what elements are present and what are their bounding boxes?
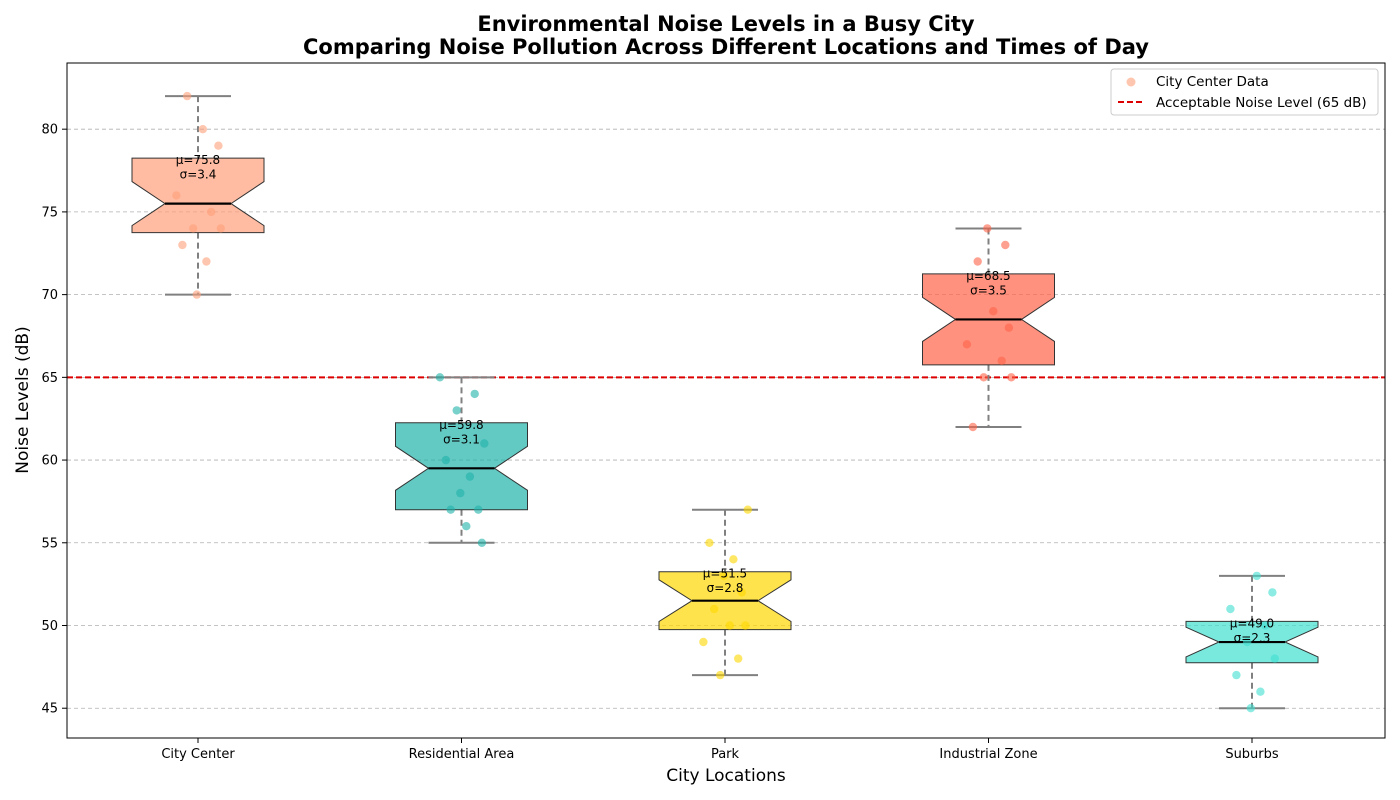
data-point bbox=[1252, 571, 1262, 581]
x-tick-label: City Center bbox=[161, 747, 235, 762]
data-point bbox=[189, 224, 198, 233]
data-point bbox=[1001, 240, 1010, 250]
x-tick-label: Park bbox=[711, 747, 740, 762]
legend-marker-scatter bbox=[1126, 77, 1136, 87]
y-tick-label: 65 bbox=[41, 371, 58, 386]
x-tick-label: Industrial Zone bbox=[939, 747, 1037, 762]
std-label: σ=2.8 bbox=[707, 581, 744, 595]
data-point bbox=[1226, 604, 1235, 614]
data-point bbox=[989, 307, 998, 316]
box bbox=[131, 157, 265, 234]
mean-label: μ=75.8 bbox=[176, 153, 220, 167]
x-axis-label: City Locations bbox=[666, 766, 786, 786]
data-point bbox=[456, 488, 465, 498]
data-point bbox=[729, 555, 738, 564]
data-point bbox=[202, 257, 211, 266]
data-point bbox=[1243, 637, 1252, 647]
box bbox=[395, 422, 528, 511]
data-point bbox=[705, 538, 714, 547]
legend: City Center Data Acceptable Noise Level … bbox=[1110, 68, 1379, 116]
y-tick-label: 60 bbox=[41, 454, 58, 469]
data-point bbox=[435, 373, 445, 382]
data-point bbox=[734, 654, 743, 663]
data-point bbox=[699, 637, 708, 647]
data-point bbox=[1270, 654, 1280, 663]
mean-label: μ=68.5 bbox=[966, 269, 1010, 283]
data-point bbox=[462, 522, 471, 531]
data-point bbox=[716, 670, 725, 680]
std-label: σ=3.4 bbox=[180, 168, 217, 182]
data-point bbox=[737, 588, 746, 597]
data-point bbox=[997, 356, 1006, 365]
boxes bbox=[131, 95, 1319, 710]
data-point bbox=[719, 571, 728, 581]
mean-label: μ=49.0 bbox=[1230, 616, 1274, 630]
data-point bbox=[192, 290, 201, 299]
data-point bbox=[743, 505, 752, 514]
data-point bbox=[198, 125, 207, 134]
data-point bbox=[477, 538, 487, 547]
std-label: σ=2.3 bbox=[1234, 631, 1271, 645]
data-point bbox=[441, 455, 451, 465]
data-point bbox=[725, 621, 734, 630]
std-label: σ=3.1 bbox=[443, 432, 480, 446]
data-point bbox=[470, 389, 479, 399]
data-point bbox=[183, 91, 192, 101]
y-tick-label: 80 bbox=[41, 123, 58, 138]
x-tick-label: Residential Area bbox=[409, 747, 515, 762]
data-point bbox=[1007, 373, 1016, 382]
data-point bbox=[172, 191, 181, 200]
legend-label-reference: Acceptable Noise Level (65 dB) bbox=[1156, 95, 1367, 111]
legend-frame bbox=[1110, 68, 1379, 116]
data-points bbox=[172, 91, 1280, 713]
data-point bbox=[973, 257, 982, 266]
y-tick-label: 75 bbox=[41, 205, 58, 220]
data-point bbox=[979, 373, 988, 382]
y-axis-ticks: 45 50 55 60 65 70 75 80 bbox=[41, 123, 67, 717]
chart-subtitle: Comparing Noise Pollution Across Differe… bbox=[303, 35, 1149, 59]
y-tick-label: 70 bbox=[41, 288, 58, 303]
plot-frame bbox=[66, 62, 1386, 739]
y-tick-label: 50 bbox=[41, 619, 58, 634]
x-axis-ticks: City Center Residential Area Park Industria… bbox=[161, 738, 1279, 762]
data-point bbox=[178, 240, 187, 250]
data-point bbox=[968, 422, 978, 432]
std-label: σ=3.5 bbox=[970, 283, 1007, 297]
y-tick-label: 45 bbox=[41, 702, 58, 717]
mean-label: μ=59.8 bbox=[439, 418, 483, 432]
y-axis-label: Noise Levels (dB) bbox=[13, 326, 33, 473]
data-point bbox=[710, 604, 719, 614]
data-point bbox=[480, 439, 489, 448]
data-point bbox=[1261, 621, 1270, 630]
data-point bbox=[741, 621, 750, 630]
data-point bbox=[1004, 323, 1014, 332]
data-point bbox=[1268, 588, 1277, 597]
data-point bbox=[452, 406, 461, 415]
data-point bbox=[1246, 704, 1256, 713]
data-point bbox=[465, 472, 475, 481]
data-point bbox=[446, 505, 455, 514]
mean-label: μ=51.5 bbox=[703, 567, 747, 581]
data-point bbox=[474, 505, 483, 514]
annotations: μ=75.8σ=3.4μ=59.8σ=3.1μ=51.5σ=2.8μ=68.5σ… bbox=[176, 153, 1274, 645]
data-point bbox=[962, 340, 972, 349]
data-point bbox=[214, 141, 223, 150]
data-point bbox=[983, 224, 992, 233]
data-point bbox=[1232, 670, 1241, 680]
data-point bbox=[207, 207, 216, 217]
y-tick-label: 55 bbox=[41, 536, 58, 551]
data-point bbox=[1256, 687, 1265, 696]
chart-title: Environmental Noise Levels in a Busy Cit… bbox=[477, 12, 975, 36]
legend-label-scatter: City Center Data bbox=[1156, 74, 1269, 90]
x-tick-label: Suburbs bbox=[1225, 747, 1279, 762]
data-point bbox=[216, 224, 225, 233]
